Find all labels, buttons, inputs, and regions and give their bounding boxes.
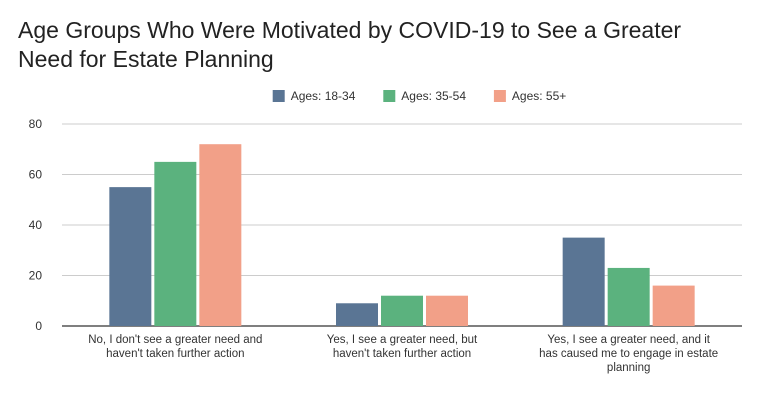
x-category-label: planning — [607, 362, 650, 374]
legend-swatch — [493, 90, 506, 102]
x-category-label: has caused me to engage in estate — [539, 348, 718, 360]
x-category-label: Yes, I see a greater need, and it — [547, 334, 710, 346]
y-tick-label: 20 — [29, 269, 43, 283]
x-axis: No, I don't see a greater need and haven'… — [88, 334, 718, 374]
bar — [426, 295, 468, 326]
chart-title-line-2: Need for Estate Planning — [18, 46, 274, 72]
legend-label: Ages: 35-54 — [401, 89, 466, 103]
y-tick-label: 40 — [29, 218, 43, 232]
chart-title: Age Groups Who Were Motivated by COVID-1… — [18, 16, 718, 74]
x-category-label: haven't taken further action — [333, 348, 471, 360]
bar — [381, 295, 423, 326]
y-axis: 0 20 40 60 80 — [29, 117, 43, 333]
x-category-label: haven't taken further action — [106, 348, 244, 360]
bar — [607, 267, 650, 326]
bar — [199, 144, 242, 326]
bar — [336, 303, 378, 326]
bar — [154, 161, 197, 326]
legend-swatch — [272, 90, 285, 102]
bar — [652, 285, 695, 326]
x-category-label: No, I don't see a greater need and — [88, 334, 262, 346]
bars — [109, 144, 695, 326]
y-tick-label: 60 — [29, 168, 43, 182]
legend-label: Ages: 55+ — [512, 89, 566, 103]
y-tick-label: 0 — [35, 319, 42, 333]
legend-swatch — [383, 90, 396, 102]
legend: Ages: 18-34 Ages: 35-54 Ages: 55+ — [272, 89, 566, 103]
chart-title-line-1: Age Groups Who Were Motivated by COVID-1… — [18, 17, 682, 43]
legend-label: Ages: 18-34 — [291, 89, 356, 103]
bar — [109, 187, 152, 326]
y-tick-label: 80 — [29, 117, 43, 131]
x-category-label: Yes, I see a greater need, but — [327, 334, 478, 346]
bar — [562, 237, 605, 326]
